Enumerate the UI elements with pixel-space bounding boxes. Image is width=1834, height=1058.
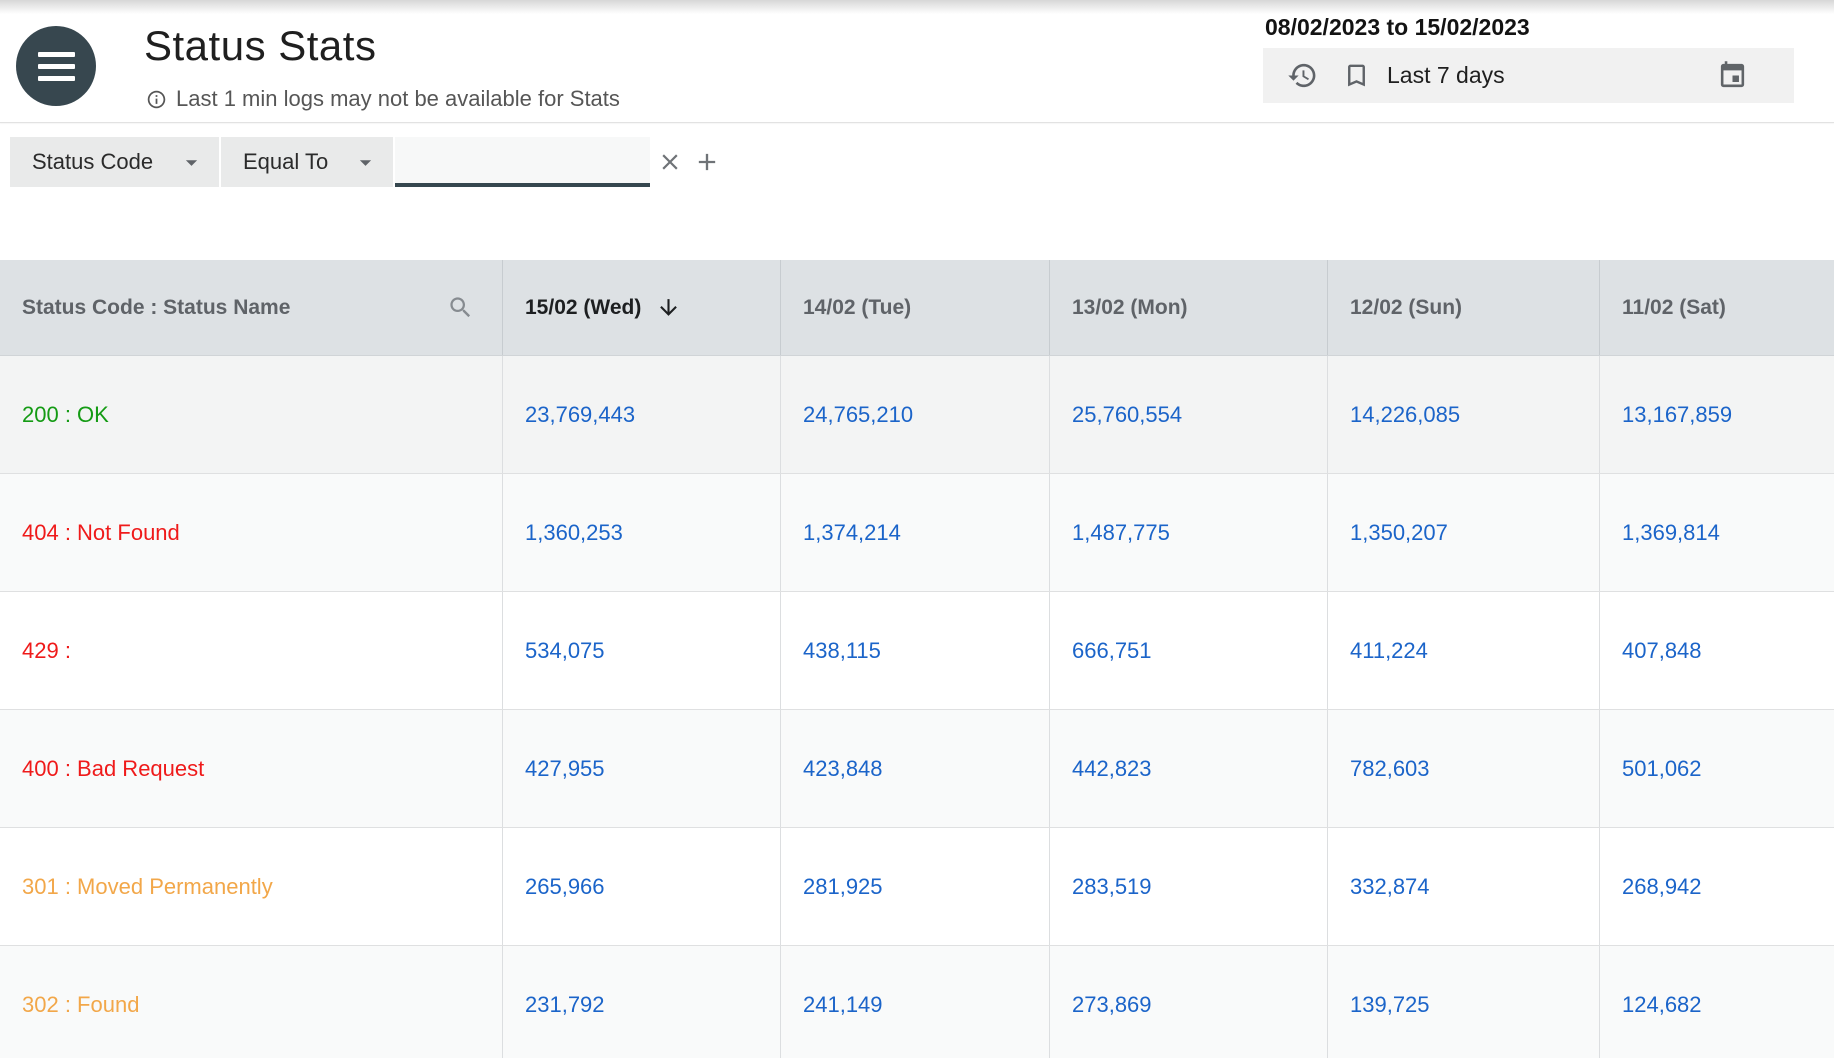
status-label: 404 : Not Found	[0, 474, 503, 591]
column-header-day-1[interactable]: 14/02 (Tue)	[781, 260, 1050, 355]
stat-cell[interactable]: 411,224	[1328, 592, 1600, 709]
search-icon[interactable]	[447, 294, 474, 321]
hamburger-icon	[37, 51, 75, 57]
stat-cell[interactable]: 1,360,253	[503, 474, 781, 591]
status-label: 429 :	[0, 592, 503, 709]
stat-cell[interactable]: 124,682	[1622, 991, 1702, 1017]
table-row: 404 : Not Found 1,360,253 1,374,214 1,48…	[0, 474, 1834, 592]
bookmark-icon	[1348, 64, 1365, 87]
table-header-row: Status Code : Status Name 15/02 (Wed) 14…	[0, 260, 1834, 356]
status-label: 302 : Found	[0, 946, 503, 1058]
stat-cell[interactable]: 438,115	[781, 592, 1050, 709]
stat-cell[interactable]: 501,062	[1622, 755, 1702, 781]
stat-cell[interactable]: 14,226,085	[1328, 356, 1600, 473]
close-icon	[662, 154, 678, 170]
history-button[interactable]	[1287, 60, 1318, 91]
time-preset-label[interactable]: Last 7 days	[1387, 62, 1505, 88]
stat-cell[interactable]: 534,075	[503, 592, 781, 709]
status-label: 200 : OK	[0, 356, 503, 473]
bookmark-button[interactable]	[1342, 61, 1371, 90]
filter-operator-dropdown[interactable]: Equal To	[221, 137, 393, 187]
table-row: 429 : 534,075 438,115 666,751 411,224 40…	[0, 592, 1834, 710]
column-header-status[interactable]: Status Code : Status Name	[0, 260, 503, 355]
filter-field-dropdown[interactable]: Status Code	[10, 137, 219, 187]
table-row: 400 : Bad Request 427,955 423,848 442,82…	[0, 710, 1834, 828]
stat-cell[interactable]: 265,966	[503, 828, 781, 945]
date-range-label: 08/02/2023 to 15/02/2023	[1265, 14, 1530, 40]
stat-cell[interactable]: 1,369,814	[1622, 519, 1720, 545]
top-shadow	[0, 0, 1834, 14]
menu-button[interactable]	[16, 26, 96, 106]
stat-cell[interactable]: 1,374,214	[781, 474, 1050, 591]
stat-cell[interactable]: 268,942	[1622, 873, 1702, 899]
filter-value-input[interactable]	[395, 137, 650, 187]
stat-cell[interactable]: 273,869	[1050, 946, 1328, 1058]
stat-cell[interactable]: 1,350,207	[1328, 474, 1600, 591]
table-row: 301 : Moved Permanently 265,966 281,925 …	[0, 828, 1834, 946]
time-period-picker[interactable]: Last 7 days	[1263, 48, 1794, 103]
subtitle-text: Last 1 min logs may not be available for…	[176, 86, 620, 111]
stat-cell[interactable]: 332,874	[1328, 828, 1600, 945]
stat-cell[interactable]: 666,751	[1050, 592, 1328, 709]
filter-operator-label: Equal To	[243, 149, 329, 174]
stat-cell[interactable]: 139,725	[1328, 946, 1600, 1058]
info-icon	[147, 90, 166, 108]
plus-icon	[698, 153, 716, 171]
stat-cell[interactable]: 1,487,775	[1050, 474, 1328, 591]
history-icon	[1288, 63, 1316, 88]
stat-cell[interactable]: 25,760,554	[1050, 356, 1328, 473]
caret-down-icon	[359, 159, 372, 166]
clear-filter-button[interactable]	[657, 149, 683, 178]
page-title: Status Stats	[144, 22, 377, 69]
table-row: 302 : Found 231,792 241,149 273,869 139,…	[0, 946, 1834, 1058]
stat-cell[interactable]: 442,823	[1050, 710, 1328, 827]
filter-field-label: Status Code	[32, 149, 154, 174]
stat-cell[interactable]: 23,769,443	[503, 356, 781, 473]
stat-cell[interactable]: 231,792	[503, 946, 781, 1058]
stats-availability-note: Last 1 min logs may not be available for…	[146, 86, 620, 112]
column-header-day-0[interactable]: 15/02 (Wed)	[503, 260, 781, 355]
calendar-icon	[1720, 61, 1745, 88]
stat-cell[interactable]: 423,848	[781, 710, 1050, 827]
column-header-day-2[interactable]: 13/02 (Mon)	[1050, 260, 1328, 355]
status-label: 301 : Moved Permanently	[0, 828, 503, 945]
status-label: 400 : Bad Request	[0, 710, 503, 827]
stat-cell[interactable]: 241,149	[781, 946, 1050, 1058]
filter-bar: Status Code Equal To	[0, 137, 1834, 187]
add-filter-button[interactable]	[693, 148, 721, 179]
caret-down-icon	[185, 159, 198, 166]
sort-desc-icon	[656, 295, 681, 320]
stat-cell[interactable]: 407,848	[1622, 637, 1702, 663]
stat-cell[interactable]: 24,765,210	[781, 356, 1050, 473]
header-divider	[0, 122, 1834, 123]
stat-cell[interactable]: 782,603	[1328, 710, 1600, 827]
stat-cell[interactable]: 281,925	[781, 828, 1050, 945]
status-stats-table: Status Code : Status Name 15/02 (Wed) 14…	[0, 260, 1834, 1058]
stat-cell[interactable]: 427,955	[503, 710, 781, 827]
table-row: 200 : OK 23,769,443 24,765,210 25,760,55…	[0, 356, 1834, 474]
column-header-day-4[interactable]: 11/02 (Sat)	[1622, 295, 1726, 319]
column-header-day-3[interactable]: 12/02 (Sun)	[1328, 260, 1600, 355]
stat-cell[interactable]: 283,519	[1050, 828, 1328, 945]
stat-cell[interactable]: 13,167,859	[1622, 401, 1733, 427]
calendar-button[interactable]	[1717, 60, 1748, 91]
